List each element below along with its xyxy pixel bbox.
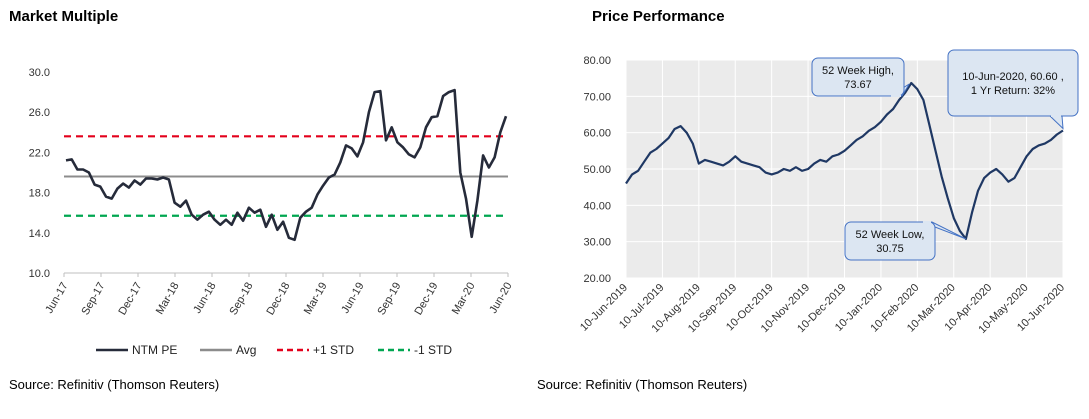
left-x-tick-label: Jun-18 bbox=[191, 281, 218, 316]
left-x-tick-label: Sep-19 bbox=[375, 281, 403, 318]
high-callout: 52 Week High, 73.67 bbox=[811, 57, 910, 97]
left-y-tick-label: 22.0 bbox=[29, 147, 50, 159]
left-x-tick-label: Jun-20 bbox=[487, 281, 514, 316]
callout-label: 30.75 bbox=[876, 243, 904, 255]
end-callout: 10-Jun-2020, 60.60 , 1 Yr Return: 32% bbox=[947, 49, 1079, 130]
callout-box bbox=[947, 49, 1079, 117]
legend-label: +1 STD bbox=[313, 343, 354, 357]
price-y-tick-label: 20.00 bbox=[583, 273, 611, 285]
right-chart-title: Price Performance bbox=[592, 8, 725, 25]
legend-label: -1 STD bbox=[414, 343, 452, 357]
price-y-tick-label: 80.00 bbox=[583, 55, 611, 67]
price-line bbox=[625, 81, 1064, 240]
left-x-tick-label: Mar-18 bbox=[154, 281, 182, 317]
left-y-tick-label: 26.0 bbox=[29, 107, 50, 119]
callout-label: 52 Week Low, bbox=[856, 229, 925, 241]
left-x-tick-label: Mar-19 bbox=[302, 281, 330, 317]
low-callout: 52 Week Low, 30.75 bbox=[844, 221, 967, 261]
left-x-tick-label: Dec-18 bbox=[264, 281, 292, 318]
left-x-tick-label: Dec-17 bbox=[116, 281, 144, 318]
left-chart-source: Source: Refinitiv (Thomson Reuters) bbox=[9, 377, 220, 392]
left-x-tick-label: Dec-19 bbox=[412, 281, 440, 318]
callout-box bbox=[844, 221, 936, 261]
legend-label: NTM PE bbox=[132, 343, 177, 357]
callout-box bbox=[811, 57, 905, 97]
left-x-tick-label: Jun-19 bbox=[339, 281, 366, 316]
left-y-tick-label: 10.0 bbox=[29, 268, 50, 280]
callout-label: 73.67 bbox=[844, 79, 872, 91]
callout-label: 52 Week High, bbox=[822, 65, 894, 77]
price-y-tick-label: 60.00 bbox=[583, 128, 611, 140]
left-x-tick-label: Sep-18 bbox=[227, 281, 255, 318]
right-chart-source: Source: Refinitiv (Thomson Reuters) bbox=[537, 377, 748, 392]
price-y-tick-label: 70.00 bbox=[583, 91, 611, 103]
left-y-tick-label: 14.0 bbox=[29, 228, 50, 240]
left-x-tick-label: Sep-17 bbox=[79, 281, 107, 318]
price-y-tick-label: 50.00 bbox=[583, 164, 611, 176]
left-x-tick-label: Mar-20 bbox=[450, 281, 478, 317]
price-y-tick-label: 30.00 bbox=[583, 237, 611, 249]
legend-label: Avg bbox=[236, 343, 256, 357]
callout-label: 1 Yr Return: 32% bbox=[971, 85, 1055, 97]
price-y-tick-label: 40.00 bbox=[583, 200, 611, 212]
callout-label: 10-Jun-2020, 60.60 , bbox=[962, 71, 1064, 83]
ntm-pe-line bbox=[65, 88, 508, 242]
left-chart-title: Market Multiple bbox=[9, 8, 119, 25]
left-x-tick-label: Jun-17 bbox=[43, 281, 70, 316]
left-y-tick-label: 30.0 bbox=[29, 67, 50, 79]
left-y-tick-label: 18.0 bbox=[29, 188, 50, 200]
